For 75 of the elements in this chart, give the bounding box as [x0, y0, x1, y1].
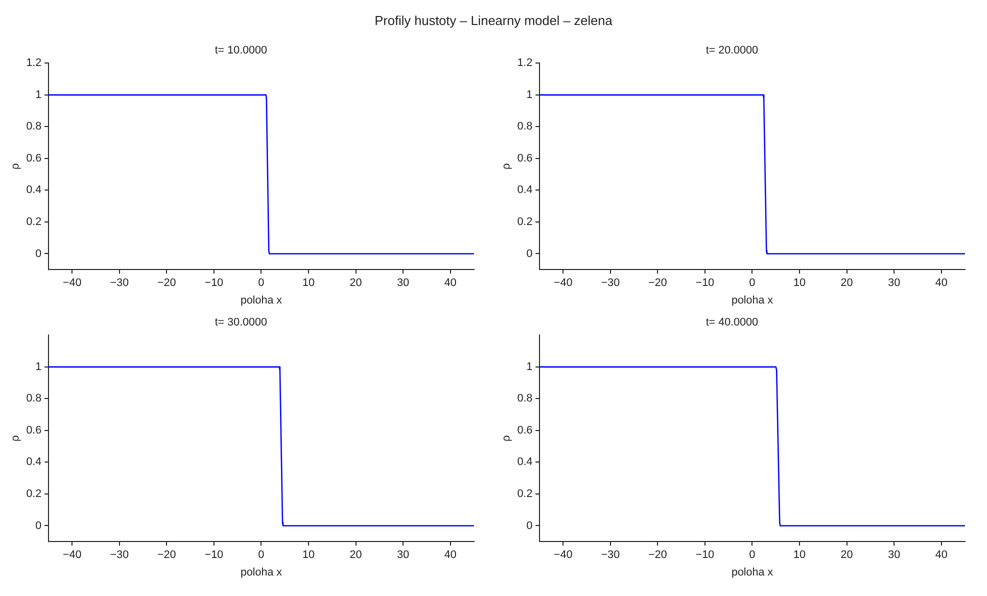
y-tick-label: 0.4 [517, 456, 532, 468]
x-tick-label: 30 [888, 277, 900, 290]
x-axis-title: poloha x [731, 566, 774, 578]
y-tick-label: 0 [35, 520, 42, 532]
y-tick-label: 1.2 [26, 57, 42, 70]
chart-title: t= 40.0000 [706, 316, 758, 329]
y-tick-label: 0.8 [26, 392, 42, 405]
x-tick-label: −10 [696, 277, 714, 290]
x-tick-label: 0 [258, 549, 264, 562]
y-tick-label: 0.4 [517, 184, 532, 196]
x-tick-label: 40 [935, 277, 948, 290]
x-tick-label: 30 [396, 549, 410, 562]
x-tick-label: −10 [696, 549, 714, 562]
x-axis-title: poloha x [731, 294, 774, 306]
x-tick-label: −40 [554, 549, 572, 562]
y-tick-label: 0.6 [517, 424, 532, 436]
y-tick-label: 0.4 [26, 184, 42, 196]
x-tick-label: −20 [157, 549, 176, 562]
y-tick-label: 0 [526, 248, 532, 260]
x-tick-label: −30 [110, 277, 129, 290]
y-tick-label: 1.2 [517, 57, 532, 70]
x-tick-label: 40 [444, 277, 456, 290]
chart-title: t= 10.0000 [214, 44, 268, 57]
y-axis-title: ρ [500, 163, 513, 170]
y-axis-title: ρ [10, 435, 22, 442]
x-tick-label: −40 [62, 277, 82, 290]
y-axis-title: ρ [500, 435, 513, 442]
x-tick-label: −30 [110, 549, 129, 562]
x-tick-label: 0 [749, 549, 756, 562]
x-tick-label: 10 [302, 549, 315, 562]
y-tick-label: 0.8 [517, 120, 532, 133]
y-tick-label: 0.8 [26, 120, 42, 133]
x-tick-label: 40 [935, 549, 948, 562]
y-tick-label: 0 [526, 520, 532, 532]
x-tick-label: 0 [749, 277, 756, 290]
x-tick-label: −40 [62, 549, 82, 562]
y-tick-label: 0.6 [517, 152, 532, 164]
y-tick-label: 0.2 [26, 216, 42, 228]
y-tick-label: 0.6 [26, 152, 42, 164]
y-tick-label: 1 [35, 88, 42, 101]
x-tick-label: 20 [840, 549, 853, 562]
x-axis-title: poloha x [240, 294, 283, 306]
x-tick-label: 10 [302, 277, 315, 290]
y-tick-label: 0.6 [26, 424, 42, 436]
x-tick-label: 10 [793, 277, 806, 290]
x-tick-label: 20 [350, 549, 362, 562]
y-tick-label: 1 [526, 88, 532, 101]
y-axis-title: ρ [10, 163, 22, 170]
x-tick-label: 20 [350, 277, 362, 290]
x-tick-label: −20 [648, 549, 668, 562]
y-tick-label: 0.2 [517, 216, 532, 228]
y-tick-label: 0.2 [517, 488, 532, 500]
chart-title: t= 30.0000 [214, 316, 268, 329]
y-tick-label: 1 [35, 360, 42, 373]
y-tick-label: 0.8 [517, 392, 532, 405]
chart-title: t= 20.0000 [706, 44, 758, 57]
x-tick-label: −20 [648, 277, 668, 290]
y-tick-label: 1 [526, 360, 532, 373]
x-tick-label: −30 [601, 277, 620, 290]
x-axis-title: poloha x [240, 566, 283, 578]
x-tick-label: −10 [204, 549, 224, 562]
y-tick-label: 0.2 [26, 488, 42, 500]
text: Profily hustoty – Linearny model – zelena [374, 12, 614, 30]
x-tick-label: 0 [258, 277, 264, 290]
x-tick-label: 20 [840, 277, 853, 290]
x-tick-label: 40 [444, 549, 456, 562]
x-tick-label: 30 [396, 277, 410, 290]
x-tick-label: −10 [204, 277, 224, 290]
y-tick-label: 0.4 [26, 456, 42, 468]
x-tick-label: −30 [601, 549, 620, 562]
x-tick-label: 10 [793, 549, 806, 562]
x-tick-label: −40 [554, 277, 572, 290]
y-tick-label: 0 [35, 248, 42, 260]
x-tick-label: 30 [888, 549, 900, 562]
x-tick-label: −20 [157, 277, 176, 290]
